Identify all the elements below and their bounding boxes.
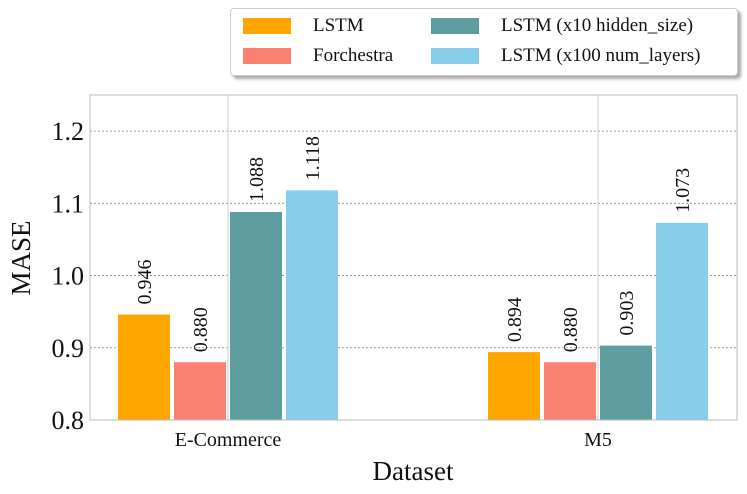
bars: 0.946 0.894 0.880 0.880 1.088 0.903 1.118 1.073 [118,136,708,420]
y-tick-label: 0.8 [52,406,85,435]
legend-swatch-forchestra [243,48,291,64]
grid [90,95,737,420]
legend-label-lstm-layers: LSTM (x100 num_layers) [501,45,701,66]
legend-item-lstm-hidden: LSTM (x10 hidden_size) [431,15,693,37]
x-tick-label: E-Commerce [175,429,282,451]
bar [230,212,282,420]
bar [174,362,226,420]
y-tick-label: 1.2 [52,117,85,146]
y-axis-label: MASE [6,220,36,295]
bar-value-label: 1.088 [246,157,268,202]
plot-frame [89,94,738,421]
legend-swatch-lstm-hidden [431,18,479,34]
x-axis-label: Dataset [373,456,454,486]
bar [118,314,170,420]
bar-value-label: 0.880 [560,307,582,352]
legend-label-forchestra: Forchestra [313,45,394,66]
bar-value-label: 0.903 [616,291,638,336]
bar-value-label: 1.073 [672,168,694,213]
tick-labels: 0.8 0.9 1.0 1.1 1.2 E-Commerce M5 [52,117,612,451]
y-tick-label: 0.9 [52,334,85,363]
y-tick-label: 1.1 [52,189,85,218]
legend-item-lstm-layers: LSTM (x100 num_layers) [431,45,700,67]
bar [544,362,596,420]
legend-item-forchestra: Forchestra [243,45,393,67]
bar-value-label: 0.894 [504,297,526,342]
bar-value-label: 0.946 [134,260,156,305]
legend-swatch-lstm [243,18,291,34]
bar-value-label: 0.880 [190,307,212,352]
bar [286,190,338,420]
legend: LSTM Forchestra LSTM (x10 hidden_size) L… [230,8,738,76]
bar [600,345,652,420]
legend-item-lstm: LSTM [243,15,364,37]
legend-swatch-lstm-layers [431,48,479,64]
x-tick-label: M5 [584,429,612,451]
legend-label-lstm: LSTM [313,15,364,36]
legend-label-lstm-hidden: LSTM (x10 hidden_size) [501,15,694,36]
bar [656,222,708,420]
bar-value-label: 1.118 [302,136,324,180]
y-tick-label: 1.0 [52,262,85,291]
bar [488,352,540,420]
